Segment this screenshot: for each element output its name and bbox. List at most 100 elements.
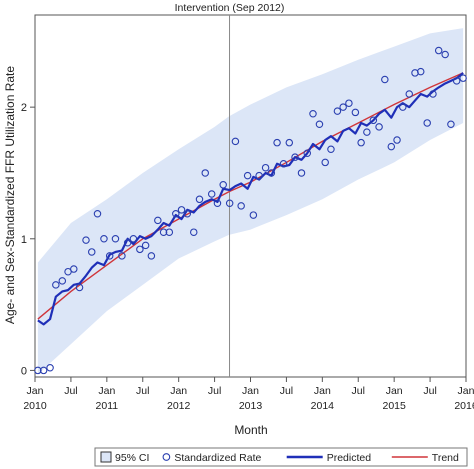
- standardized-rate-point: [190, 228, 198, 236]
- scatter-points-layer: [34, 46, 467, 375]
- standardized-rate-point: [39, 366, 48, 375]
- standardized-rate-point: [136, 245, 144, 254]
- standardized-rate-point: [357, 138, 365, 147]
- legend-swatch-rate: [162, 453, 171, 461]
- standardized-rate-point: [207, 190, 216, 198]
- standardized-rate-point: [345, 99, 353, 107]
- standardized-rate-point: [441, 50, 449, 59]
- legend-frame: [94, 447, 468, 467]
- x-tick-label: Jul: [208, 385, 221, 397]
- standardized-rate-point: [201, 169, 209, 177]
- standardized-rate-point: [452, 77, 461, 85]
- legend-swatch-ci: [100, 451, 112, 463]
- standardized-rate-point: [309, 109, 317, 118]
- x-axis-label: Month: [234, 423, 267, 437]
- standardized-rate-point: [165, 228, 174, 236]
- standardized-rate-point: [219, 181, 227, 189]
- standardized-rate-point: [154, 216, 162, 225]
- standardized-rate-point: [70, 265, 78, 273]
- standardized-rate-point: [147, 252, 156, 260]
- x-year-label: 2012: [167, 400, 191, 412]
- standardized-rate-point: [75, 283, 84, 292]
- predicted-layer: [37, 72, 464, 326]
- standardized-rate-point: [172, 210, 180, 218]
- standardized-rate-point: [339, 103, 347, 111]
- standardized-rate-point: [123, 238, 132, 247]
- x-year-label: 2016: [454, 400, 474, 412]
- standardized-rate-point: [243, 171, 252, 180]
- standardized-rate-point: [183, 210, 192, 218]
- x-year-label: 2015: [382, 400, 406, 412]
- x-tick-label: Jul: [423, 385, 436, 397]
- standardized-rate-point: [129, 235, 138, 243]
- x-tick-label: Jan: [242, 385, 259, 397]
- standardized-rate-point: [58, 277, 67, 285]
- x-tick-label: Jan: [27, 385, 44, 397]
- x-tick-label: Jul: [64, 385, 77, 397]
- standardized-rate-point: [381, 75, 389, 84]
- legend-label: 95% CI: [115, 452, 149, 464]
- standardized-rate-point: [399, 103, 407, 111]
- standardized-rate-point: [387, 142, 396, 151]
- standardized-rate-point: [249, 211, 258, 219]
- intervention-label: Intervention (Sep 2012): [175, 2, 285, 14]
- standardized-rate-point: [297, 169, 306, 177]
- standardized-rate-point: [291, 153, 299, 161]
- x-tick-label: Jul: [352, 385, 365, 397]
- standardized-rate-point: [87, 248, 96, 256]
- x-tick-label: Jan: [314, 385, 331, 397]
- standardized-rate-point: [195, 195, 204, 204]
- standardized-rate-point: [105, 252, 114, 260]
- y-axis: 0 1 2: [21, 102, 35, 377]
- trend-line: [37, 72, 464, 320]
- x-year-label: 2010: [23, 400, 47, 412]
- standardized-rate-point: [459, 74, 467, 82]
- standardized-rate-point: [333, 107, 342, 115]
- standardized-rate-point: [93, 210, 102, 218]
- confidence-band-layer: [37, 28, 464, 375]
- standardized-rate-point: [279, 159, 288, 168]
- standardized-rate-point: [46, 364, 54, 372]
- standardized-rate-point: [327, 145, 335, 154]
- x-tick-label: Jul: [280, 385, 293, 397]
- standardized-rate-point: [369, 116, 378, 125]
- standardized-rate-point: [303, 149, 311, 157]
- standardized-rate-point: [273, 138, 281, 147]
- legend: 95% CI Standardized Rate Predicted Trend: [94, 447, 468, 467]
- standardized-rate-point: [231, 137, 240, 146]
- standardized-rate-point: [321, 158, 329, 167]
- standardized-rate-point: [159, 228, 168, 236]
- legend-label: Standardized Rate: [174, 452, 261, 464]
- standardized-rate-point: [267, 169, 276, 177]
- x-tick-label: Jan: [170, 385, 187, 397]
- standardized-rate-point: [225, 199, 234, 207]
- standardized-rate-point: [285, 138, 294, 147]
- standardized-rate-point: [434, 46, 443, 55]
- predicted-line: [37, 72, 464, 326]
- standardized-rate-point: [100, 235, 108, 243]
- standardized-rate-point: [351, 108, 360, 117]
- standardized-rate-point: [447, 120, 455, 129]
- trend-layer: [37, 72, 464, 320]
- standardized-rate-point: [261, 163, 270, 172]
- x-tick-label: Jan: [458, 385, 474, 397]
- y-tick-label: 1: [21, 234, 27, 246]
- y-axis-label: Age- and Sex-Standardized FFR Utilizatio…: [3, 66, 17, 324]
- y-tick-label: 0: [21, 365, 27, 377]
- standardized-rate-point: [429, 90, 437, 98]
- intervention-layer: Intervention (Sep 2012): [175, 2, 285, 377]
- standardized-rate-point: [255, 171, 263, 180]
- legend-label: Predicted: [327, 452, 372, 464]
- standardized-rate-point: [237, 202, 245, 210]
- standardized-rate-point: [315, 120, 324, 129]
- confidence-band: [37, 28, 464, 375]
- standardized-rate-point: [423, 119, 431, 127]
- standardized-rate-point: [375, 123, 383, 131]
- y-tick-label: 2: [21, 102, 27, 114]
- x-tick-label: Jul: [136, 385, 149, 397]
- standardized-rate-point: [141, 241, 150, 250]
- standardized-rate-point: [177, 206, 186, 214]
- x-year-label: 2014: [311, 400, 335, 412]
- standardized-rate-point: [111, 235, 120, 243]
